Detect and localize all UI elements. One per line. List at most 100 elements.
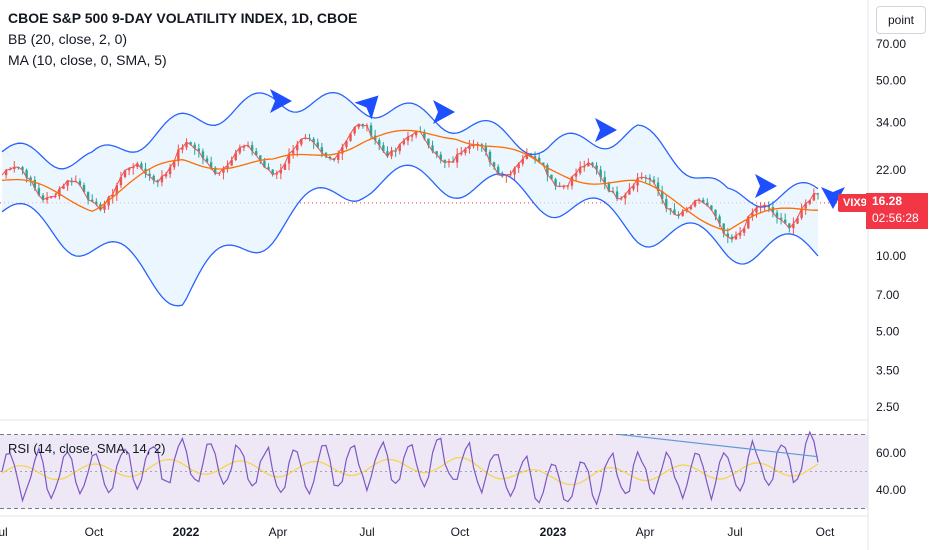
candle-body bbox=[402, 140, 406, 145]
axes: 70.00 50.00 34.00 22.00 10.00 7.00 5.00 3.50 2.5… bbox=[0, 0, 906, 550]
candle-body bbox=[542, 162, 545, 166]
candle-body bbox=[230, 160, 233, 166]
candle-body bbox=[209, 162, 213, 168]
arrow-marker bbox=[595, 118, 617, 142]
arrow-marker bbox=[270, 89, 292, 113]
candle-body bbox=[660, 191, 664, 200]
time-tick-label: Jul bbox=[359, 525, 374, 539]
candle-body bbox=[788, 223, 791, 229]
candle-body bbox=[406, 136, 410, 141]
time-tick-label: Apr bbox=[636, 525, 655, 539]
candle-body bbox=[513, 168, 516, 175]
scale-mode-button[interactable]: point bbox=[876, 6, 926, 34]
price-tick-label: 50.00 bbox=[876, 73, 906, 87]
candle-body bbox=[341, 147, 344, 154]
candle-body bbox=[808, 200, 811, 204]
arrow-marker bbox=[354, 95, 379, 120]
candle-body bbox=[796, 218, 799, 224]
candle-body bbox=[665, 199, 668, 209]
candle-body bbox=[123, 170, 127, 178]
candle-body bbox=[119, 177, 123, 186]
candle-body bbox=[636, 178, 639, 186]
candle-body bbox=[82, 185, 86, 193]
candle-body bbox=[337, 153, 340, 160]
candle-body bbox=[103, 205, 106, 210]
candle-body bbox=[587, 162, 590, 167]
rsi-line bbox=[1, 430, 819, 506]
candle-body bbox=[255, 151, 258, 156]
candle-body bbox=[501, 174, 504, 177]
candle-body bbox=[33, 179, 37, 189]
candle-body bbox=[648, 177, 652, 180]
candle-body bbox=[431, 145, 434, 152]
candle-body bbox=[201, 151, 205, 159]
candle-body bbox=[410, 135, 414, 137]
candle-body bbox=[185, 142, 188, 148]
rsi-ma-line bbox=[1, 456, 819, 486]
candle-body bbox=[714, 209, 717, 217]
candle-body bbox=[132, 166, 135, 169]
candle-body bbox=[275, 173, 278, 175]
candle-body bbox=[460, 152, 463, 155]
candle-body bbox=[78, 181, 82, 186]
candle-body bbox=[628, 189, 631, 195]
candle-body bbox=[701, 199, 705, 203]
candle-body bbox=[435, 151, 438, 155]
ma-legend: MA (10, close, 0, SMA, 5) bbox=[8, 52, 167, 68]
candle-body bbox=[804, 203, 807, 209]
candle-body bbox=[398, 144, 401, 152]
candle-body bbox=[615, 191, 619, 199]
candle-body bbox=[710, 205, 713, 210]
candle-body bbox=[91, 199, 94, 202]
candle-body bbox=[607, 183, 611, 192]
time-tick-label: Oct bbox=[451, 525, 470, 539]
candle-body bbox=[164, 174, 168, 177]
candle-body bbox=[624, 194, 627, 199]
candle-body bbox=[554, 179, 557, 187]
candles bbox=[4, 122, 820, 244]
candle-body bbox=[517, 163, 520, 169]
candle-body bbox=[488, 151, 492, 163]
arrow-marker bbox=[433, 100, 455, 124]
candle-body bbox=[484, 146, 488, 152]
candle-body bbox=[70, 180, 73, 182]
candle-body bbox=[591, 162, 594, 166]
candle-body bbox=[464, 149, 467, 153]
candle-body bbox=[755, 207, 758, 213]
rsi-trendline bbox=[619, 433, 819, 458]
candle-body bbox=[533, 156, 537, 158]
time-tick-label: Oct bbox=[85, 525, 104, 539]
candle-body bbox=[455, 154, 459, 163]
candle-body bbox=[726, 233, 729, 237]
candle-body bbox=[50, 196, 53, 198]
candle-body bbox=[345, 140, 348, 148]
bb-fill-area bbox=[2, 92, 818, 306]
candle-body bbox=[361, 124, 365, 127]
candle-body bbox=[58, 188, 61, 197]
candle-body bbox=[107, 197, 110, 206]
candle-body bbox=[205, 158, 209, 163]
candle-body bbox=[439, 154, 442, 160]
candle-body bbox=[578, 167, 582, 174]
candle-body bbox=[357, 124, 360, 128]
candle-body bbox=[152, 175, 155, 181]
candle-body bbox=[95, 201, 98, 205]
candle-body bbox=[816, 193, 820, 195]
candle-body bbox=[492, 162, 496, 167]
chart-title: CBOE S&P 500 9-DAY VOLATILITY INDEX, 1D,… bbox=[8, 10, 358, 26]
candle-body bbox=[226, 165, 229, 169]
candle-body bbox=[41, 195, 45, 200]
candle-body bbox=[296, 144, 299, 151]
candle-body bbox=[718, 216, 721, 224]
candle-body bbox=[312, 138, 315, 143]
candle-body bbox=[742, 228, 746, 233]
candle-body bbox=[722, 223, 725, 234]
candle-body bbox=[546, 165, 549, 175]
time-tick-label: 2023 bbox=[540, 525, 567, 539]
price-tick-label: 3.50 bbox=[876, 364, 900, 378]
candle-body bbox=[54, 196, 57, 198]
candle-body bbox=[640, 177, 643, 179]
candle-body bbox=[468, 145, 471, 150]
candle-body bbox=[13, 167, 16, 170]
